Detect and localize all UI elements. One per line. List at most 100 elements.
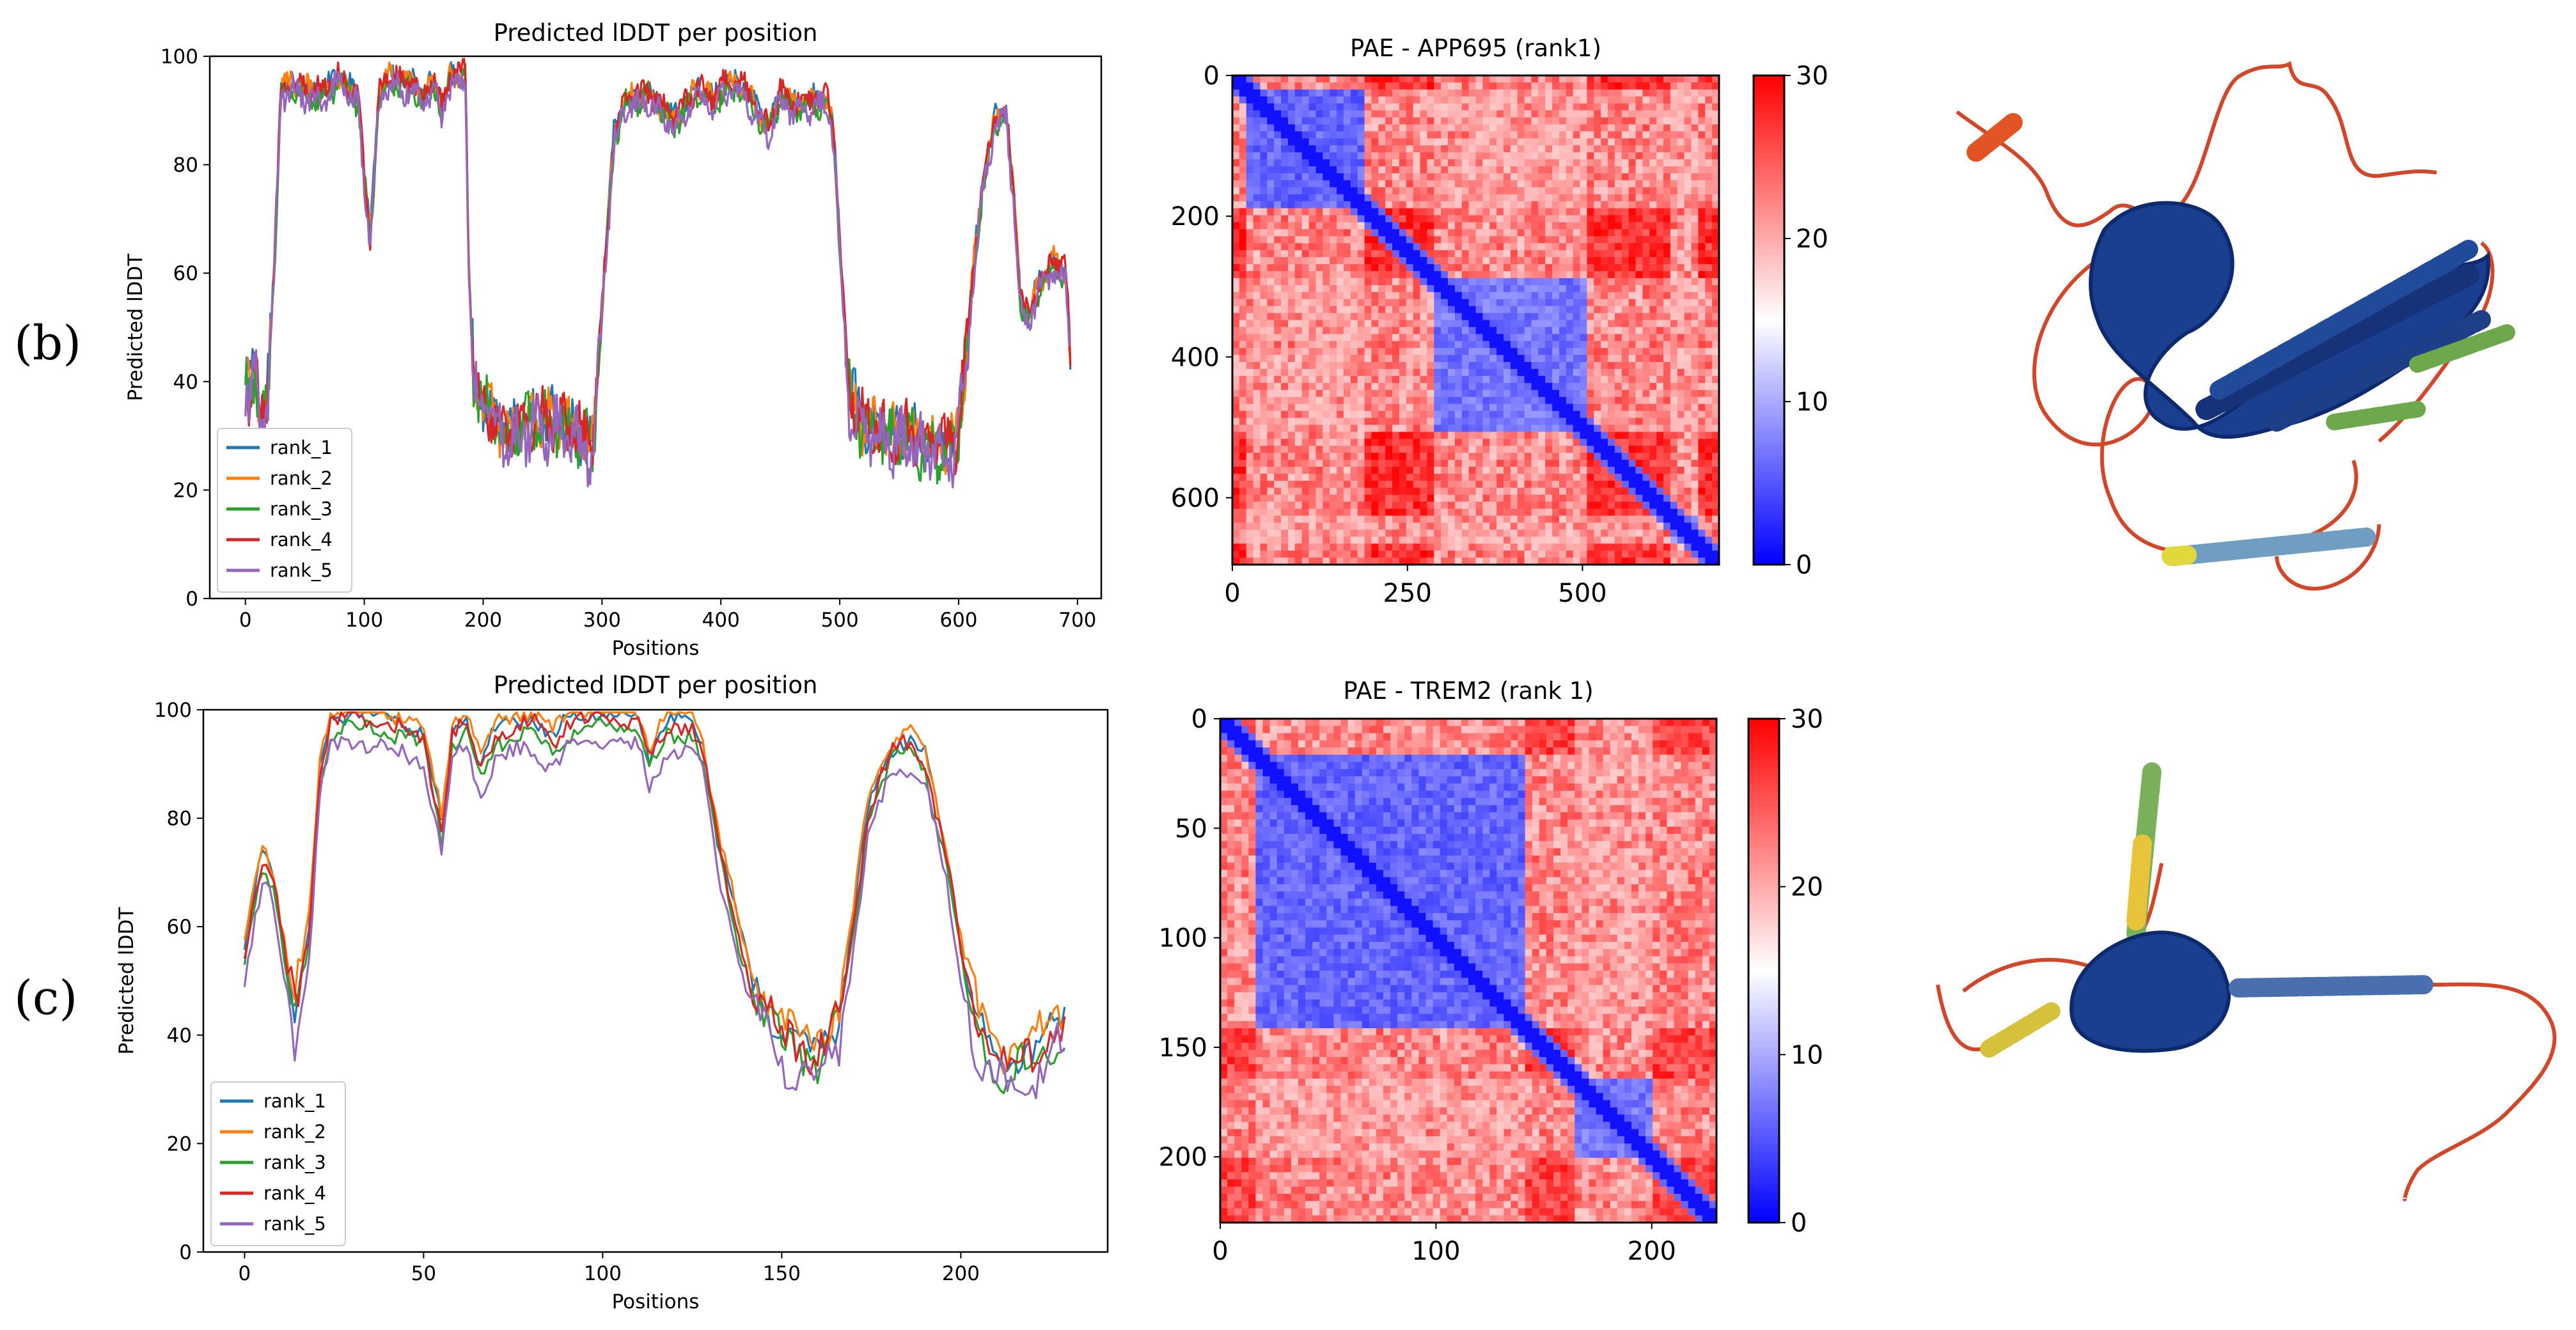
heatmap-cell [1545, 439, 1553, 446]
heatmap-cell [1663, 243, 1671, 251]
heatmap-cell [1587, 292, 1594, 300]
heatmap-cell [1323, 355, 1330, 363]
heatmap-cell [1538, 439, 1546, 446]
heatmap-cell [1468, 264, 1477, 272]
heatmap-cell [1531, 355, 1539, 363]
heatmap-cell [1684, 508, 1692, 517]
heatmap-cell [1691, 396, 1699, 405]
heatmap-cell [1538, 306, 1546, 314]
heatmap-cell [1461, 467, 1470, 474]
heatmap-cell [1621, 222, 1630, 230]
heatmap-cell [1330, 187, 1337, 195]
heatmap-cell [1260, 425, 1268, 432]
x-axis-label: Positions [612, 637, 700, 660]
heatmap-cell [1315, 382, 1323, 391]
heatmap-cell [1441, 152, 1449, 160]
heatmap-cell [1308, 460, 1317, 467]
heatmap-cell [1378, 264, 1386, 272]
heatmap-cell [1496, 432, 1504, 439]
heatmap-cell [1545, 418, 1553, 425]
heatmap-cell [1712, 138, 1720, 146]
heatmap-cell [1315, 187, 1323, 195]
heatmap-cell [1350, 250, 1358, 258]
heatmap-cell [1691, 327, 1699, 334]
heatmap-cell [1267, 362, 1275, 370]
heatmap-cell [1475, 334, 1483, 341]
heatmap-cell [1504, 558, 1511, 565]
heatmap-cell [1378, 341, 1386, 348]
heatmap-cell [1614, 453, 1622, 460]
heatmap-cell [1482, 382, 1490, 391]
heatmap-cell [1323, 348, 1330, 356]
heatmap-cell [1385, 138, 1393, 146]
heatmap-cell [1364, 467, 1372, 474]
heatmap-cell [1635, 334, 1643, 341]
heatmap-cell [1684, 173, 1692, 181]
heatmap-cell [1510, 320, 1518, 327]
heatmap-cell [1378, 250, 1386, 258]
heatmap-cell [1663, 446, 1671, 453]
heatmap-cell [1434, 439, 1441, 446]
heatmap-cell [1364, 229, 1372, 237]
heatmap-cell [1420, 425, 1427, 432]
heatmap-cell [1323, 320, 1330, 327]
heatmap-cell [1677, 432, 1685, 439]
heatmap-cell [1628, 257, 1637, 265]
heatmap-cell [1608, 389, 1615, 398]
heatmap-cell [1656, 110, 1664, 118]
heatmap-cell [1294, 194, 1303, 202]
heatmap-cell [1371, 418, 1379, 425]
heatmap-cell [1670, 439, 1678, 446]
heatmap-cell [1649, 473, 1657, 481]
heatmap-cell [1427, 152, 1434, 160]
heatmap-cell [1399, 396, 1407, 405]
heatmap-cell [1281, 180, 1289, 188]
heatmap-cell [1323, 299, 1330, 307]
heatmap-cell [1434, 152, 1441, 160]
heatmap-cell [1559, 152, 1567, 160]
heatmap-cell [1413, 320, 1421, 327]
heatmap-cell [1614, 222, 1622, 230]
heatmap-cell [1642, 124, 1650, 132]
heatmap-cell [1670, 396, 1678, 405]
heatmap-cell [1705, 418, 1713, 425]
heatmap-cell [1441, 215, 1449, 223]
heatmap-cell [1385, 264, 1393, 272]
heatmap-cell [1712, 229, 1720, 237]
pae-heatmap-b: PAE - APP695 (rank1)0 250 5000200400600010… [1171, 35, 1828, 608]
heatmap-cell [1461, 264, 1470, 272]
heatmap-cell [1545, 348, 1553, 356]
heatmap-cell [1253, 362, 1261, 370]
heatmap-cell [1461, 382, 1470, 391]
heatmap-cell [1656, 494, 1664, 503]
heatmap-cell [1510, 341, 1518, 348]
heatmap-cell [1406, 166, 1414, 174]
heatmap-cell [1559, 292, 1567, 300]
heatmap-cell [1698, 278, 1706, 286]
heatmap-cell [1364, 487, 1372, 496]
heatmap-cell [1468, 89, 1477, 97]
heatmap-cell [1288, 480, 1296, 489]
heatmap-cell [1343, 439, 1351, 446]
heatmap-cell [1371, 257, 1379, 265]
heatmap-cell [1434, 215, 1441, 223]
heatmap-cell [1712, 243, 1720, 251]
heatmap-cell [1712, 117, 1720, 125]
heatmap-cell [1371, 201, 1379, 209]
heatmap-cell [1441, 229, 1449, 237]
heatmap-cell [1357, 327, 1365, 334]
heatmap-cell [1712, 369, 1720, 377]
heatmap-cell [1420, 145, 1427, 153]
heatmap-cell [1496, 348, 1504, 356]
heatmap-cell [1566, 369, 1574, 377]
heatmap-cell [1580, 515, 1588, 523]
heatmap-cell [1594, 396, 1601, 405]
heatmap-cell [1350, 166, 1358, 174]
heatmap-cell [1413, 487, 1421, 496]
heatmap-cell [1608, 382, 1615, 391]
heatmap-cell [1281, 515, 1289, 523]
heatmap-cell [1531, 131, 1539, 139]
heatmap-cell [1510, 194, 1518, 202]
heatmap-cell [1448, 222, 1456, 230]
heatmap-cell [1413, 285, 1421, 293]
